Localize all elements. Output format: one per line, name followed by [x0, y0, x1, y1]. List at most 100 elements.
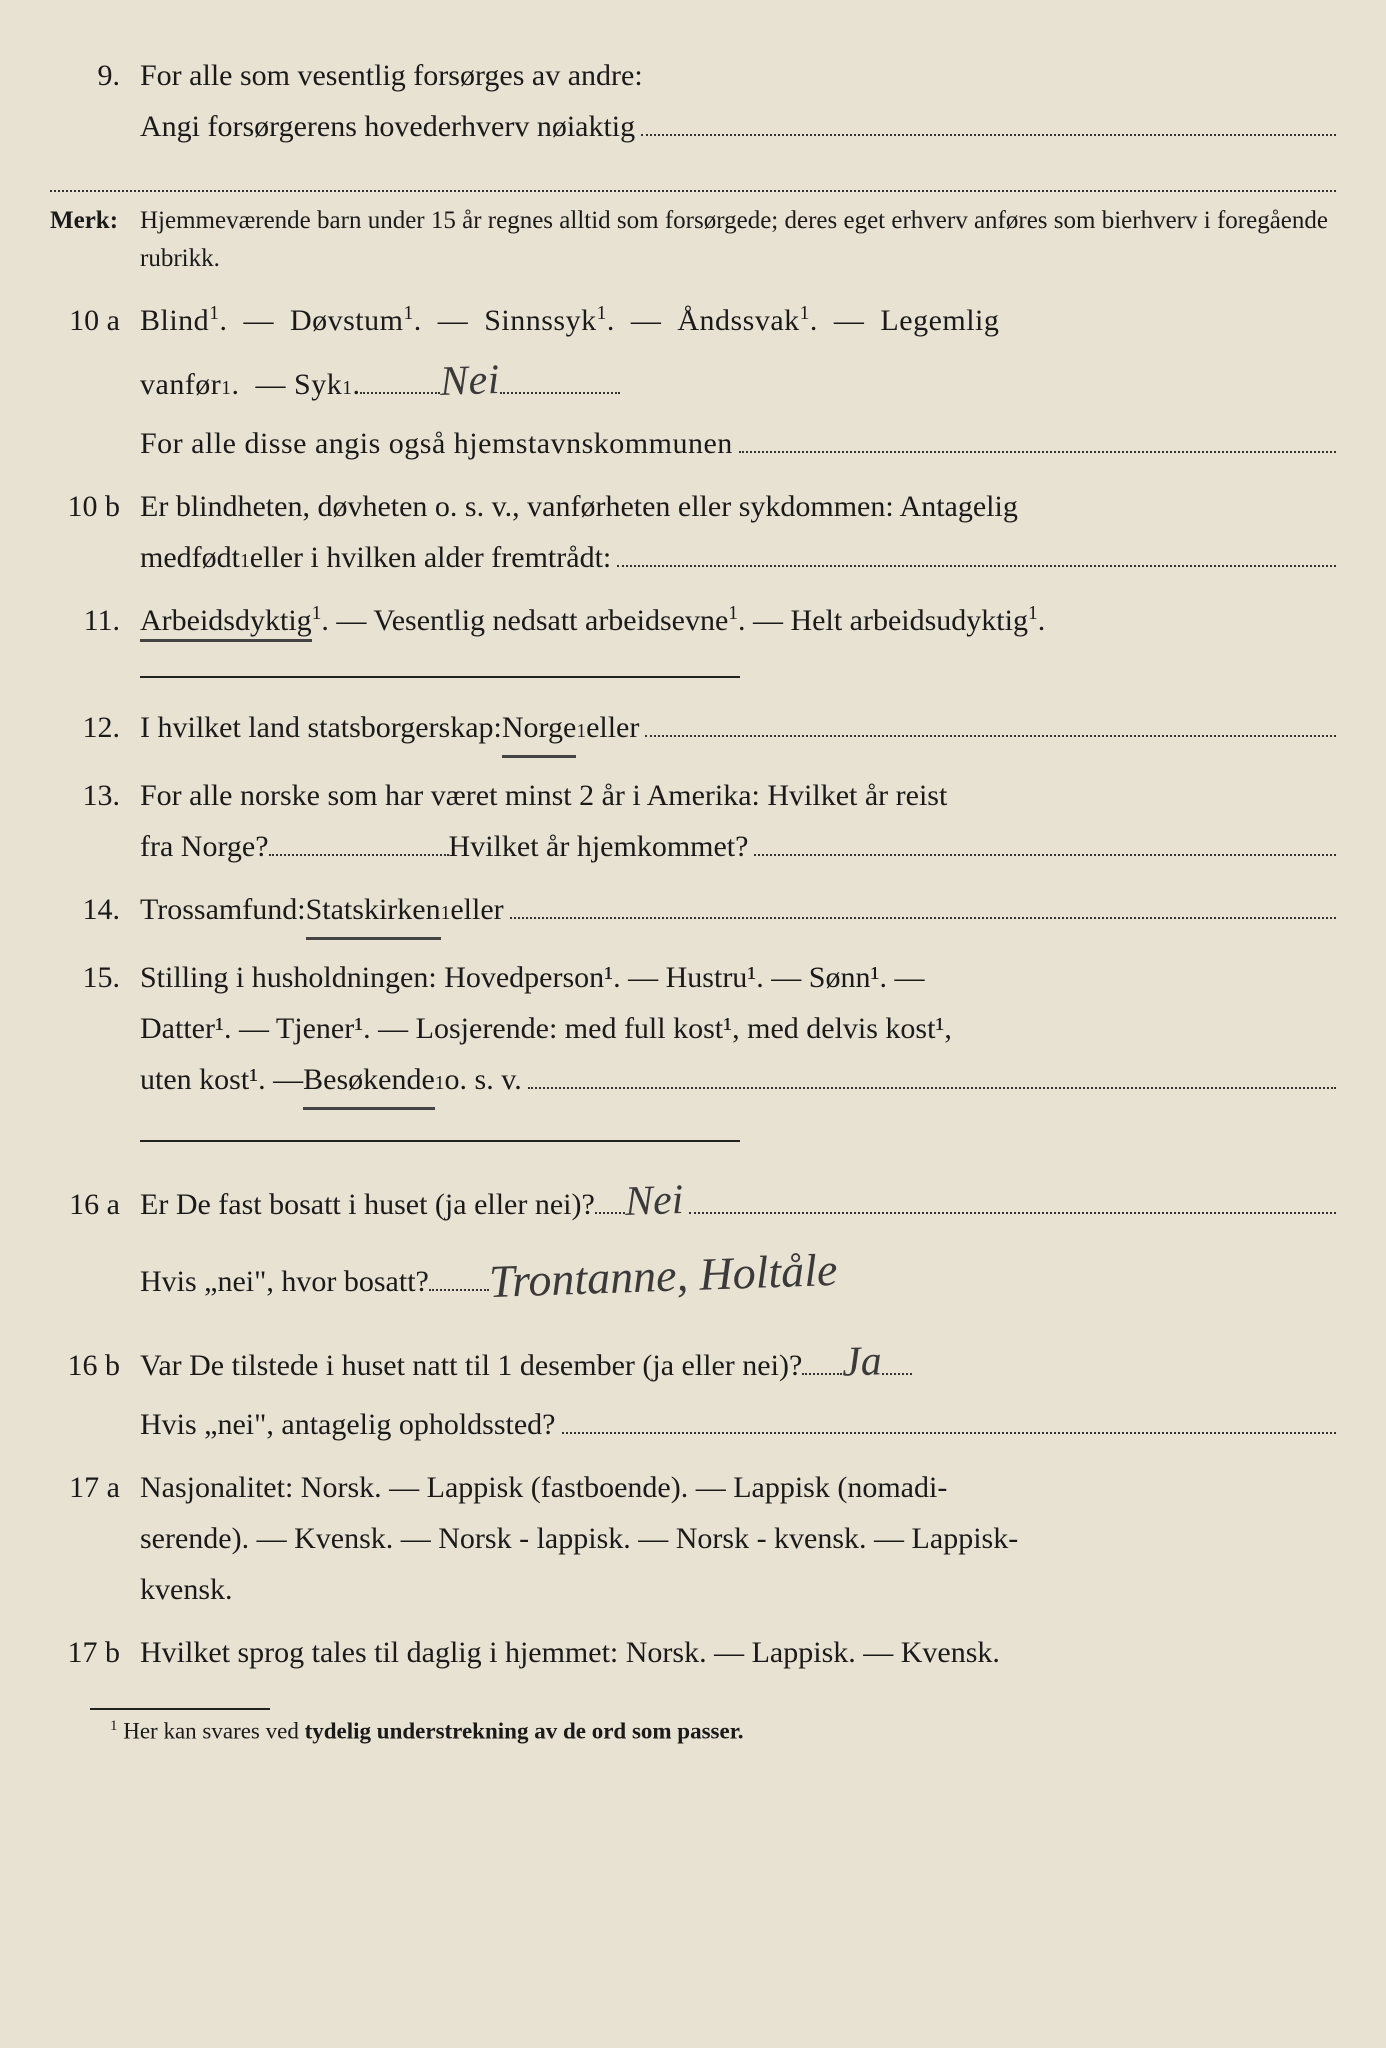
footnote-rule [90, 1708, 270, 1710]
footnote: 1 Her kan svares ved tydelig understrekn… [110, 1718, 1336, 1745]
question-15: 15. Stilling i husholdningen: Hovedperso… [50, 952, 1336, 1110]
q15-line1: Stilling i husholdningen: Hovedperson¹. … [140, 952, 1336, 1003]
divider-2 [140, 1140, 740, 1142]
q16b-gap2[interactable] [882, 1345, 912, 1375]
q16a-hand2: Trontanne, Holtåle [488, 1231, 839, 1321]
q16a-content: Er De fast bosatt i huset (ja eller nei)… [140, 1166, 1336, 1316]
q10b-number: 10 b [50, 481, 140, 532]
q15-fill[interactable] [528, 1059, 1336, 1089]
q17a-content: Nasjonalitet: Norsk. — Lappisk (fastboen… [140, 1462, 1336, 1615]
question-9: 9. For alle som vesentlig forsørges av a… [50, 50, 1336, 152]
q11-udyktig: Helt arbeidsudyktig [791, 604, 1028, 637]
opt-syk: Syk [294, 359, 342, 410]
q12-pre: I hvilket land statsborgerskap: [140, 702, 502, 753]
q16b-gap[interactable] [802, 1345, 842, 1375]
q16b-fill[interactable] [562, 1404, 1337, 1434]
q9-line2: Angi forsørgerens hovederhverv nøiaktig [140, 101, 1336, 152]
q10a-handwritten: Nei [439, 345, 501, 418]
q11-content: Arbeidsdyktig1. — Vesentlig nedsatt arbe… [140, 595, 1336, 646]
question-16b: 16 b Var De tilstede i huset natt til 1 … [50, 1327, 1336, 1449]
opt-andssvak: Åndssvak [677, 304, 799, 337]
q10a-fill1[interactable] [360, 364, 440, 394]
q16a-pre1: Er De fast bosatt i huset (ja eller nei)… [140, 1179, 595, 1230]
q15-osv: o. s. v. [445, 1054, 522, 1105]
q17a-number: 17 a [50, 1462, 140, 1513]
q10b-line2: medfødt1 eller i hvilken alder fremtrådt… [140, 532, 1336, 583]
q16b-content: Var De tilstede i huset natt til 1 desem… [140, 1327, 1336, 1449]
q16a-line2: Hvis „nei", hvor bosatt? Trontanne, Holt… [140, 1237, 1336, 1315]
q9-line2-text: Angi forsørgerens hovederhverv nøiaktig [140, 101, 635, 152]
q17a-line1: Nasjonalitet: Norsk. — Lappisk (fastboen… [140, 1462, 1336, 1513]
q13-line2: fra Norge? Hvilket år hjemkommet? [140, 821, 1336, 872]
q13-fill1[interactable] [269, 826, 449, 856]
q10b-content: Er blindheten, døvheten o. s. v., vanfør… [140, 481, 1336, 583]
q10a-line1: Blind1. — Døvstum1. — Sinnssyk1. — Åndss… [140, 295, 1336, 346]
opt-dovstum: Døvstum [290, 304, 404, 337]
q9-content: For alle som vesentlig forsørges av andr… [140, 50, 1336, 152]
question-10b: 10 b Er blindheten, døvheten o. s. v., v… [50, 481, 1336, 583]
q9-fill[interactable] [641, 106, 1336, 136]
opt-legemlig: Legemlig [880, 304, 999, 337]
q16b-line2-text: Hvis „nei", antagelig opholdssted? [140, 1399, 556, 1450]
q15-line2: Datter¹. — Tjener¹. — Losjerende: med fu… [140, 1003, 1336, 1054]
q16b-line2: Hvis „nei", antagelig opholdssted? [140, 1399, 1336, 1450]
q14-content: Trossamfund: Statskirken1 eller [140, 884, 1336, 940]
q15-besokende: Besøkende [303, 1054, 435, 1110]
question-17b: 17 b Hvilket sprog tales til daglig i hj… [50, 1627, 1336, 1678]
q15-content: Stilling i husholdningen: Hovedperson¹. … [140, 952, 1336, 1110]
q13-hjemkommet: Hvilket år hjemkommet? [449, 821, 749, 872]
question-14: 14. Trossamfund: Statskirken1 eller [50, 884, 1336, 940]
q12-content: I hvilket land statsborgerskap: Norge1 e… [140, 702, 1336, 758]
opt-blind: Blind [140, 304, 209, 337]
q10b-fill[interactable] [617, 537, 1336, 567]
q13-number: 13. [50, 770, 140, 821]
q16a-gap1[interactable] [595, 1184, 625, 1214]
q12-fill[interactable] [645, 707, 1336, 737]
q16a-gap2[interactable] [429, 1261, 489, 1291]
q11-number: 11. [50, 595, 140, 646]
q10b-medfodt: medfødt [140, 532, 240, 583]
q16a-hand1: Nei [624, 1165, 685, 1238]
q15-number: 15. [50, 952, 140, 1003]
q10a-fill3[interactable] [739, 423, 1336, 453]
merk-label: Merk: [50, 202, 140, 277]
q17b-content: Hvilket sprog tales til daglig i hjemmet… [140, 1627, 1336, 1678]
q9-line1: For alle som vesentlig forsørges av andr… [140, 50, 1336, 101]
q16a-number: 16 a [50, 1179, 140, 1230]
footnote-text-b: tydelig understrekning av de ord som pas… [305, 1718, 744, 1743]
q10a-content: Blind1. — Døvstum1. — Sinnssyk1. — Åndss… [140, 295, 1336, 468]
question-12: 12. I hvilket land statsborgerskap: Norg… [50, 702, 1336, 758]
census-form-page: 9. For alle som vesentlig forsørges av a… [0, 0, 1386, 2048]
q9-full-line[interactable] [50, 170, 1336, 192]
opt-sinnssyk: Sinnssyk [484, 304, 596, 337]
merk-text: Hjemmeværende barn under 15 år regnes al… [140, 202, 1336, 277]
q13-fill2[interactable] [754, 826, 1336, 856]
divider-1 [140, 676, 740, 678]
q17a-line3: kvensk. [140, 1564, 1336, 1615]
q14-number: 14. [50, 884, 140, 935]
q10a-number: 10 a [50, 295, 140, 346]
merk-note: Merk: Hjemmeværende barn under 15 år reg… [50, 202, 1336, 277]
q16b-line1: Var De tilstede i huset natt til 1 desem… [140, 1327, 1336, 1398]
q10b-eller: eller i hvilken alder fremtrådt: [250, 532, 612, 583]
q17a-line2: serende). — Kvensk. — Norsk - lappisk. —… [140, 1513, 1336, 1564]
footnote-num: 1 [110, 1718, 117, 1734]
q14-fill[interactable] [510, 889, 1336, 919]
q14-statskirken: Statskirken [306, 884, 441, 940]
q13-line1: For alle norske som har været minst 2 år… [140, 770, 1336, 821]
q10a-line2: vanfør1. — Syk1. Nei [140, 346, 1336, 417]
q10b-line1: Er blindheten, døvheten o. s. v., vanfør… [140, 481, 1336, 532]
q15-line3: uten kost¹. — Besøkende1 o. s. v. [140, 1054, 1336, 1110]
opt-vanfor: vanfør [140, 359, 221, 410]
q16a-fill1[interactable] [689, 1184, 1336, 1214]
q12-number: 12. [50, 702, 140, 753]
q16a-pre2: Hvis „nei", hvor bosatt? [140, 1256, 429, 1307]
q14-pre: Trossamfund: [140, 884, 306, 935]
q16b-number: 16 b [50, 1340, 140, 1391]
q12-post: eller [586, 702, 639, 753]
q10a-fill2[interactable] [500, 364, 620, 394]
q10a-line3: For alle disse angis også hjemstavnskomm… [140, 418, 1336, 469]
q11-arbeidsdyktig: Arbeidsdyktig [140, 604, 312, 642]
footnote-text-a: Her kan svares ved [123, 1718, 304, 1743]
q16b-hand: Ja [841, 1327, 883, 1400]
